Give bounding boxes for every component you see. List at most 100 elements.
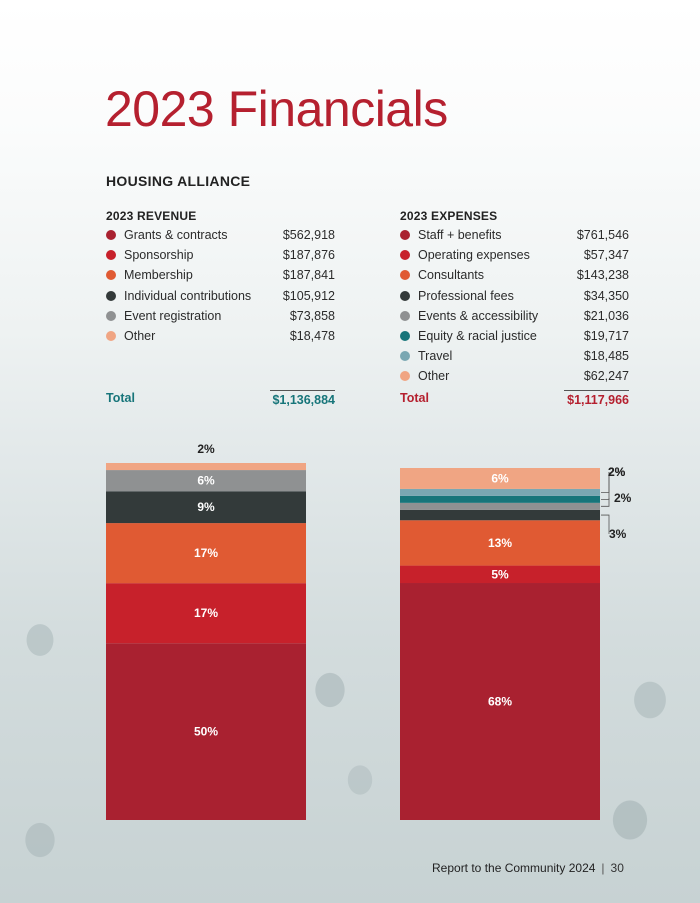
expenses-bar-segment: [400, 495, 600, 503]
revenue-row-label: Event registration: [124, 308, 222, 323]
expenses-bar-segment: [400, 509, 600, 521]
expenses-row: Professional fees $34,350: [400, 286, 629, 306]
expenses-row: Operating expenses $57,347: [400, 245, 629, 265]
expenses-segment-label: 68%: [488, 695, 512, 709]
expenses-row: Other $62,247: [400, 366, 629, 386]
expenses-row-amount: $57,347: [583, 248, 629, 263]
expenses-table: 2023 EXPENSES Staff + benefits $761,546 Op…: [400, 209, 629, 387]
revenue-row: Other $18,478: [106, 326, 335, 346]
legend-dot-icon: [400, 351, 410, 362]
expenses-row: Staff + benefits $761,546: [400, 225, 629, 245]
expenses-row-label: Events & accessibility: [418, 308, 539, 323]
expenses-row-amount: $761,546: [576, 228, 629, 243]
expenses-leader-line: [601, 514, 610, 534]
legend-dot-icon: [400, 290, 410, 301]
expenses-segment-label: 13%: [488, 536, 512, 550]
revenue-total: Total $1,136,884: [106, 389, 335, 407]
expenses-bar-segment: [400, 502, 600, 510]
revenue-row-label: Individual contributions: [124, 288, 252, 303]
page-footer: Report to the Community 2024 | 30: [432, 861, 624, 875]
revenue-segment-label: 50%: [194, 725, 218, 739]
revenue-bar-segment: [106, 523, 306, 584]
organization-heading: HOUSING ALLIANCE: [106, 173, 251, 189]
expenses-row: Events & accessibility $21,036: [400, 306, 629, 326]
legend-dot-icon: [400, 270, 410, 281]
expenses-total-label: Total: [400, 391, 429, 405]
revenue-outside-label: 2%: [197, 442, 215, 456]
legend-dot-icon: [106, 290, 116, 301]
legend-dot-icon: [400, 331, 410, 342]
expenses-outside-label: 3%: [609, 527, 627, 541]
expenses-row: Consultants $143,238: [400, 265, 629, 285]
expenses-outside-label: 2%: [608, 465, 626, 479]
revenue-row-amount: $105,912: [282, 288, 335, 303]
revenue-bar-segment: [106, 470, 306, 492]
expenses-row-label: Other: [418, 369, 450, 384]
revenue-bar-segment: [106, 463, 306, 471]
revenue-row-label: Grants & contracts: [124, 228, 228, 243]
legend-dot-icon: [106, 310, 116, 321]
expenses-row-label: Operating expenses: [418, 248, 530, 263]
revenue-table: 2023 REVENUE Grants & contracts $562,918 S…: [106, 209, 335, 346]
expenses-row-label: Equity & racial justice: [418, 329, 537, 344]
revenue-segment-label: 17%: [194, 546, 218, 560]
revenue-bar-segment: [106, 583, 306, 644]
revenue-row-amount: $187,876: [282, 248, 335, 263]
expenses-row-amount: $34,350: [583, 288, 629, 303]
expenses-leader-line: [601, 498, 610, 507]
expenses-row-label: Professional fees: [418, 288, 514, 303]
legend-dot-icon: [106, 270, 116, 281]
expenses-segment-label: 6%: [491, 471, 509, 485]
revenue-rows: Grants & contracts $562,918 Sponsorship $18…: [106, 225, 335, 346]
expenses-row-amount: $18,485: [583, 349, 629, 364]
revenue-row-amount: $18,478: [289, 329, 335, 344]
expenses-leader-line: [601, 472, 610, 493]
legend-dot-icon: [400, 310, 410, 321]
revenue-total-amount: $1,136,884: [270, 389, 335, 407]
legend-dot-icon: [400, 371, 410, 382]
expenses-total: Total $1,117,966: [400, 389, 629, 407]
revenue-heading: 2023 REVENUE: [106, 209, 197, 223]
revenue-row-label: Membership: [124, 268, 193, 283]
revenue-bar-segment: [106, 491, 306, 524]
page-number: 30: [610, 861, 624, 875]
footer-separator: |: [601, 861, 605, 875]
legend-dot-icon: [106, 331, 116, 342]
legend-dot-icon: [106, 250, 116, 261]
revenue-row-amount: $562,918: [282, 228, 335, 243]
expenses-row: Equity & racial justice $19,717: [400, 326, 629, 346]
expenses-bar-segment: [400, 488, 600, 496]
expenses-outside-label: 2%: [614, 491, 632, 505]
expenses-segment-label: 5%: [491, 567, 509, 581]
expenses-row: Travel $18,485: [400, 346, 629, 366]
expenses-row-amount: $62,247: [583, 369, 629, 384]
revenue-row-label: Sponsorship: [124, 248, 194, 263]
revenue-row: Grants & contracts $562,918: [106, 225, 335, 245]
revenue-segment-label: 17%: [194, 606, 218, 620]
expenses-heading: 2023 EXPENSES: [400, 209, 498, 223]
revenue-row: Event registration $73,858: [106, 306, 335, 326]
page-title: 2023 Financials: [105, 81, 448, 137]
revenue-row-amount: $73,858: [289, 308, 335, 323]
revenue-total-label: Total: [106, 391, 135, 405]
expenses-row-amount: $21,036: [583, 308, 629, 323]
revenue-row: Membership $187,841: [106, 265, 335, 285]
expenses-bar-segment: [400, 520, 600, 566]
expenses-row-label: Consultants: [418, 268, 485, 283]
expenses-total-amount: $1,117,966: [564, 389, 629, 407]
revenue-row: Individual contributions $105,912: [106, 286, 335, 306]
revenue-row-amount: $187,841: [282, 268, 335, 283]
expenses-row-amount: $19,717: [583, 329, 629, 344]
expenses-outside-label: 2%: [608, 465, 626, 479]
expenses-rows: Staff + benefits $761,546 Operating expens…: [400, 225, 629, 387]
expenses-bar-segment: [400, 565, 600, 584]
expenses-bar-segment: [400, 468, 600, 489]
expenses-bar-segment: [400, 583, 600, 820]
footer-text: Report to the Community 2024: [432, 861, 596, 875]
legend-dot-icon: [106, 230, 116, 241]
expenses-row-label: Staff + benefits: [418, 228, 502, 243]
revenue-segment-label: 9%: [197, 500, 215, 514]
revenue-bar-segment: [106, 643, 306, 820]
revenue-segment-label: 6%: [197, 474, 215, 488]
